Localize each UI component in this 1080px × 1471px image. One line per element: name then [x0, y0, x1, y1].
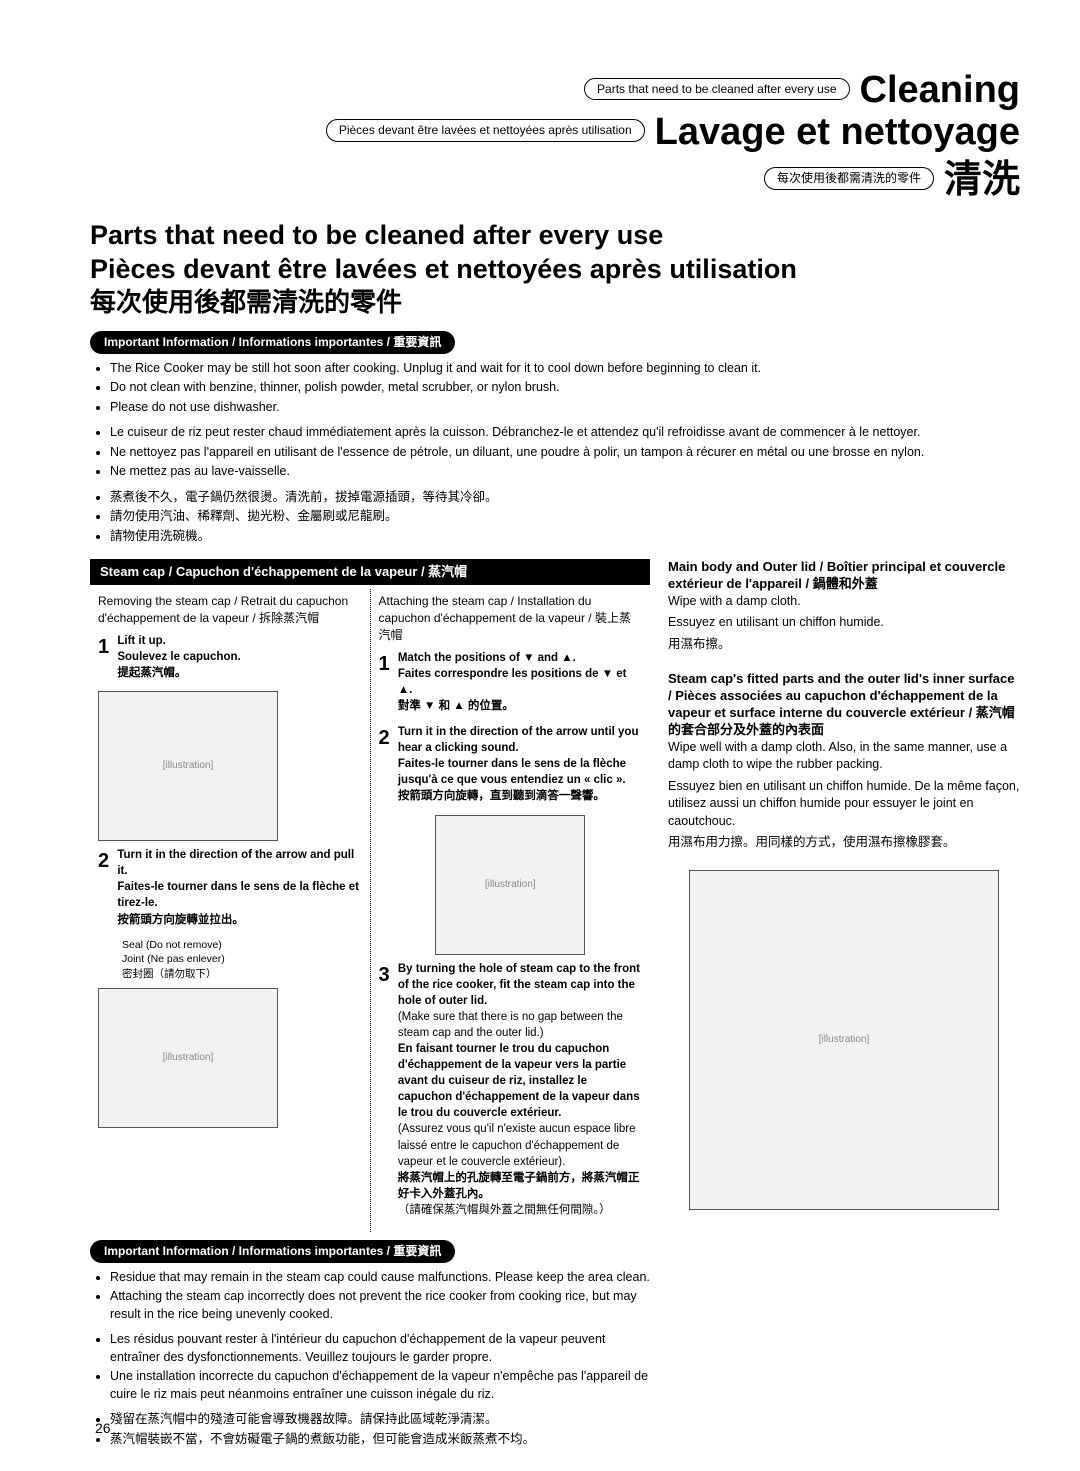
bullet: Ne mettez pas au lave-vaisselle.: [110, 463, 1020, 481]
important-bullets-2: Residue that may remain in the steam cap…: [100, 1269, 650, 1449]
a-step3-en-bold: By turning the hole of steam cap to the …: [398, 963, 640, 1007]
bullet: The Rice Cooker may be still hot soon af…: [110, 360, 1020, 378]
bullet: 蒸汽帽裝嵌不當，不會妨礙電子鍋的煮飯功能，但可能會造成米飯蒸煮不均。: [110, 1431, 650, 1449]
a-step3-fr-plain: (Assurez vous qu'il n'existe aucun espac…: [398, 1123, 636, 1167]
r2-cn: 用濕布用力擦。用同樣的方式，使用濕布擦橡膠套。: [668, 834, 1020, 852]
bullet: Attaching the steam cap incorrectly does…: [110, 1288, 650, 1323]
step-number: 2: [379, 724, 395, 752]
bullet: Le cuiseur de riz peut rester chaud immé…: [110, 424, 1020, 442]
heading-en: Parts that need to be cleaned after ever…: [90, 219, 1020, 253]
steam-cap-heading: Steam cap / Capuchon d'échappement de la…: [90, 559, 650, 585]
a-step3: By turning the hole of steam cap to the …: [398, 961, 642, 1219]
bullet: 請勿使用汽油、稀釋劑、拋光粉、金屬刷或尼龍刷。: [110, 508, 1020, 526]
bullet: Une installation incorrecte du capuchon …: [110, 1368, 650, 1403]
bullet: Les résidus pouvant rester à l'intérieur…: [110, 1331, 650, 1366]
heading-fr: Pièces devant être lavées et nettoyées a…: [90, 253, 1020, 287]
a-step1: Match the positions of ▼ and ▲. Faites c…: [398, 650, 642, 714]
remove-title: Removing the steam cap / Retrait du capu…: [98, 593, 362, 627]
main-body-heading: Main body and Outer lid / Boîtier princi…: [668, 559, 1020, 593]
heading-cn: 每次使用後都需清洗的零件: [90, 286, 1020, 319]
pill-fr: Pièces devant être lavées et nettoyées a…: [326, 119, 645, 142]
page-number: 26: [95, 1419, 111, 1439]
pill-cn: 每次使用後都需清洗的零件: [764, 167, 934, 190]
bullet: 請物使用洗碗機。: [110, 528, 1020, 546]
rice-cooker-illustration: [illustration]: [689, 870, 999, 1210]
important-label-1: Important Information / Informations imp…: [90, 331, 455, 354]
bullet: Please do not use dishwasher.: [110, 399, 1020, 417]
steam-cap-turn-illustration: [illustration]: [98, 988, 278, 1128]
title-lavage: Lavage et nettoyage: [655, 112, 1020, 154]
a-step3-en-plain: (Make sure that there is no gap between …: [398, 1011, 623, 1039]
a-step3-cn-bold: 將蒸汽帽上的孔旋轉至電子鍋前方，將蒸汽帽正好卡入外蓋孔內。: [398, 1172, 640, 1200]
r1-fr: Essuyez en utilisant un chiffon humide.: [668, 614, 1020, 632]
step-number: 1: [379, 650, 395, 678]
title-cleaning: Cleaning: [860, 70, 1020, 112]
title-cn: 清洗: [944, 154, 1020, 207]
step-number: 3: [379, 961, 395, 989]
a-step3-cn-plain: （請確保蒸汽帽與外蓋之間無任何間隙。）: [398, 1204, 611, 1216]
important-bullets-1: The Rice Cooker may be still hot soon af…: [100, 360, 1020, 546]
steam-cap-lift-illustration: [illustration]: [98, 691, 278, 841]
bullet: 蒸煮後不久，電子鍋仍然很燙。清洗前，拔掉電源插頭，等待其冷卻。: [110, 489, 1020, 507]
bullet: Ne nettoyez pas l'appareil en utilisant …: [110, 444, 1020, 462]
pill-en: Parts that need to be cleaned after ever…: [584, 78, 849, 101]
a-step3-fr-bold: En faisant tourner le trou du capuchon d…: [398, 1043, 640, 1119]
step-number: 1: [98, 633, 114, 661]
r1-cn: 用濕布擦。: [668, 636, 1020, 654]
r-step2: Turn it in the direction of the arrow an…: [117, 847, 361, 927]
r2-fr: Essuyez bien en utilisant un chiffon hum…: [668, 778, 1020, 831]
bullet: Residue that may remain in the steam cap…: [110, 1269, 650, 1287]
section-heading: Parts that need to be cleaned after ever…: [90, 219, 1020, 319]
step-number: 2: [98, 847, 114, 875]
steam-cap-attach-illustration: [illustration]: [435, 815, 585, 955]
r-step1: Lift it up. Soulevez le capuchon. 提起蒸汽帽。: [117, 633, 361, 681]
bullet: 殘留在蒸汽帽中的殘渣可能會導致機器故障。請保持此區域乾淨清潔。: [110, 1411, 650, 1429]
a-step2: Turn it in the direction of the arrow un…: [398, 724, 642, 804]
bullet: Do not clean with benzine, thinner, poli…: [110, 379, 1020, 397]
attach-title: Attaching the steam cap / Installation d…: [379, 593, 643, 643]
seal-note: Seal (Do not remove) Joint (Ne pas enlev…: [122, 938, 362, 982]
r1-en: Wipe with a damp cloth.: [668, 593, 1020, 611]
important-label-2: Important Information / Informations imp…: [90, 1240, 455, 1263]
fitted-parts-heading: Steam cap's fitted parts and the outer l…: [668, 671, 1020, 739]
r2-en: Wipe well with a damp cloth. Also, in th…: [668, 739, 1020, 774]
